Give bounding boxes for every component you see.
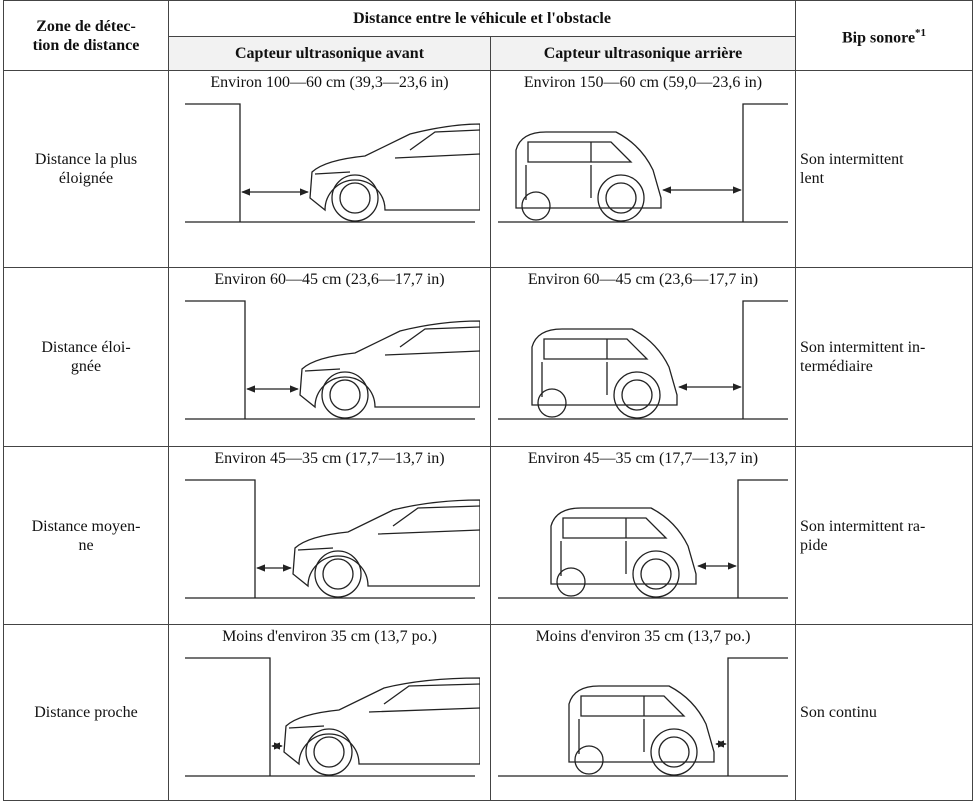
rear-cell: Environ 60—45 cm (23,6—17,7 in) [489, 267, 797, 447]
wheel [632, 550, 680, 598]
car-line [288, 707, 480, 729]
obstacle [184, 657, 271, 776]
obstacle [184, 300, 246, 419]
obstacle [742, 300, 788, 419]
rear-distance: Environ 60—45 cm (23,6—17,7 in) [527, 271, 759, 288]
wheel-hub [658, 736, 690, 768]
obstacle [742, 103, 788, 222]
car-line [297, 529, 480, 551]
distance-header: Distance entre le véhicule et l'obstacle [167, 0, 797, 37]
wheel [521, 191, 551, 221]
table-row: Distance moyen- ne Environ 45—35 cm (17,7… [3, 446, 974, 625]
rear-distance: Environ 150—60 cm (59,0—23,6 in) [523, 74, 763, 91]
table-row: Distance la plus éloignée Environ 100—60 … [3, 70, 974, 268]
car-body [550, 507, 697, 585]
car-door [525, 165, 592, 200]
wheel-hub [328, 379, 361, 411]
zone-cell: Distance proche [3, 624, 169, 801]
table-body: Distance la plus éloignée Environ 100—60 … [3, 70, 974, 801]
car-body [531, 328, 678, 406]
wheel-hub [338, 182, 371, 214]
wheel-hub [312, 736, 345, 768]
rear-distance: Moins d'environ 35 cm (13,7 po.) [535, 628, 751, 645]
car-window [527, 141, 633, 163]
beep-note: *1 [915, 26, 927, 39]
car-body [298, 320, 480, 409]
front-illustration [184, 657, 480, 777]
car-body [515, 131, 662, 209]
front-cell: Environ 100—60 cm (39,3—23,6 in) [168, 70, 491, 268]
wheel [313, 550, 362, 598]
rear-illustration [498, 300, 788, 420]
front-illustration [184, 103, 480, 223]
wheel [556, 567, 586, 597]
zone-header: Zone de détec- tion de distance [3, 0, 169, 71]
car-window [399, 326, 480, 348]
beep-header: Bip sonore*1 [795, 0, 974, 71]
rear-cell: Moins d'environ 35 cm (13,7 po.) [489, 624, 797, 801]
beep-cell: Son intermittent in- termédiaire [795, 267, 974, 447]
wheel [304, 728, 353, 776]
front-distance: Environ 60—45 cm (23,6—17,7 in) [214, 271, 445, 288]
wheel [574, 745, 604, 775]
car-body [282, 677, 480, 766]
car-body [308, 123, 480, 212]
wheel [613, 371, 661, 419]
zone-cell: Distance éloi- gnée [3, 267, 169, 447]
rear-header: Capteur ultrasonique arrière [489, 36, 797, 71]
wheel [650, 728, 698, 776]
car-door [560, 541, 627, 576]
front-distance: Moins d'environ 35 cm (13,7 po.) [222, 628, 437, 645]
car-body [291, 499, 480, 588]
beep-cell: Son intermittent lent [795, 70, 974, 268]
car-window [409, 129, 480, 151]
front-header: Capteur ultrasonique avant [168, 36, 491, 71]
rear-distance: Environ 45—35 cm (17,7—13,7 in) [527, 450, 759, 467]
obstacle [737, 479, 788, 598]
front-cell: Environ 60—45 cm (23,6—17,7 in) [168, 267, 491, 447]
front-cell: Environ 45—35 cm (17,7—13,7 in) [168, 446, 491, 625]
rear-illustration [498, 479, 788, 599]
wheel [320, 371, 369, 419]
rear-illustration [498, 103, 788, 223]
beep-cell: Son intermittent ra- pide [795, 446, 974, 625]
car-door [541, 362, 608, 397]
wheel [597, 174, 645, 222]
wheel [330, 174, 379, 222]
rear-cell: Environ 45—35 cm (17,7—13,7 in) [489, 446, 797, 625]
wheel-hub [605, 182, 637, 214]
front-distance: Environ 45—35 cm (17,7—13,7 in) [214, 450, 445, 467]
zone-cell: Distance moyen- ne [3, 446, 169, 625]
front-illustration [184, 300, 480, 420]
car-window [580, 695, 686, 717]
wheel-hub [621, 379, 653, 411]
car-line [304, 350, 480, 372]
obstacle [184, 479, 256, 598]
distance-table: Zone de détec- tion de distance Distance… [3, 0, 974, 801]
car-window [562, 517, 668, 539]
rear-illustration [498, 657, 788, 777]
table-row: Distance proche Moins d'environ 35 cm (13… [3, 624, 974, 801]
car-body [568, 685, 715, 763]
rear-cell: Environ 150—60 cm (59,0—23,6 in) [489, 70, 797, 268]
wheel-hub [321, 558, 354, 590]
beep-header-text: Bip sonore [841, 29, 916, 47]
front-distance: Environ 100—60 cm (39,3—23,6 in) [210, 74, 449, 91]
front-cell: Moins d'environ 35 cm (13,7 po.) [168, 624, 491, 801]
car-window [383, 683, 480, 705]
beep-cell: Son continu [795, 624, 974, 801]
wheel-hub [640, 558, 672, 590]
table-row: Distance éloi- gnée Environ 60—45 cm (23,… [3, 267, 974, 447]
obstacle [184, 103, 241, 222]
car-window [392, 505, 480, 527]
wheel [537, 388, 567, 418]
obstacle [727, 657, 788, 776]
car-door [578, 719, 645, 754]
car-line [314, 153, 480, 175]
zone-cell: Distance la plus éloignée [3, 70, 169, 268]
front-illustration [184, 479, 480, 599]
car-window [543, 338, 649, 360]
